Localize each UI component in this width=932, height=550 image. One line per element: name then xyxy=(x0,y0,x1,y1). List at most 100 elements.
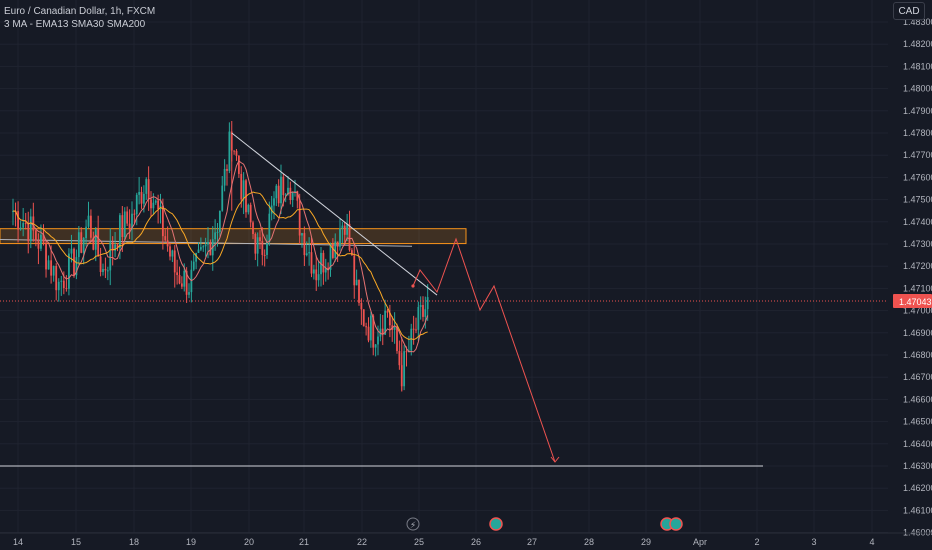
time-tick-label: 14 xyxy=(13,537,23,547)
price-tick-label: 1.47300 xyxy=(903,239,932,249)
candle-body xyxy=(405,351,408,353)
candle-body xyxy=(329,244,332,270)
candle-body xyxy=(75,257,78,276)
candle-body xyxy=(372,315,375,348)
candle-body xyxy=(207,242,209,245)
price-tick-label: 1.48300 xyxy=(903,17,932,27)
candle-body xyxy=(341,225,344,229)
candle-body xyxy=(322,252,325,273)
candle-body xyxy=(161,205,164,237)
candle-body xyxy=(310,252,313,274)
price-tick-label: 1.47600 xyxy=(903,172,932,182)
time-tick-label: 3 xyxy=(811,537,816,547)
candle-body xyxy=(417,306,420,330)
candle-body xyxy=(70,248,73,254)
candle-body xyxy=(140,191,143,204)
trendline xyxy=(231,132,438,296)
candle-body xyxy=(34,230,37,241)
candle-body xyxy=(106,270,109,272)
time-tick-label: Apr xyxy=(693,537,707,547)
price-tick-label: 1.46600 xyxy=(903,394,932,404)
candle-body xyxy=(55,266,58,291)
candle-body xyxy=(362,309,365,327)
indicators-legend[interactable]: 3 MA - EMA13 SMA30 SMA200 xyxy=(4,19,146,30)
price-tick-label: 1.46400 xyxy=(903,439,932,449)
time-tick-label: 29 xyxy=(641,537,651,547)
candle-body xyxy=(199,247,202,250)
time-tick-label: 20 xyxy=(244,537,254,547)
candle-body xyxy=(388,312,391,326)
candle-body xyxy=(94,228,97,250)
candle-body xyxy=(138,191,141,195)
candle-body xyxy=(324,267,327,273)
resistance-zone xyxy=(0,228,467,245)
time-tick-label: 15 xyxy=(71,537,81,547)
candle-body xyxy=(296,191,299,201)
candle-body xyxy=(65,288,68,290)
candle-body xyxy=(334,241,337,258)
candle-body xyxy=(131,213,133,230)
price-tick-label: 1.47100 xyxy=(903,283,932,293)
candle-body xyxy=(109,242,112,271)
grid xyxy=(0,0,888,534)
candle-body xyxy=(111,242,114,251)
time-tick-label: 2 xyxy=(754,537,759,547)
candle-body xyxy=(266,241,268,255)
candle-body xyxy=(135,194,138,215)
lightning-icon xyxy=(406,517,420,531)
sma30-line xyxy=(12,191,428,341)
candle-body xyxy=(52,266,55,276)
candle-body xyxy=(374,344,377,348)
current-price-label: 1.47043 xyxy=(899,297,932,307)
event-markers: ⚡ xyxy=(406,517,683,531)
candle-body xyxy=(381,328,384,335)
candle-body xyxy=(68,253,70,289)
candle-body xyxy=(317,274,320,281)
candle-body xyxy=(393,327,396,330)
price-tick-label: 1.48000 xyxy=(903,84,932,94)
currency-button[interactable]: CAD xyxy=(893,2,925,20)
projection-path xyxy=(412,237,556,463)
projection-arrowhead xyxy=(550,456,560,463)
candle-body xyxy=(369,315,372,341)
time-tick-label: 19 xyxy=(186,537,196,547)
time-tick-label: 26 xyxy=(471,537,481,547)
price-tick-label: 1.48200 xyxy=(903,39,932,49)
candle-body xyxy=(171,250,174,257)
candle-body xyxy=(17,211,19,230)
candle-body xyxy=(252,222,254,234)
candle-body xyxy=(360,302,363,310)
candle-body xyxy=(312,269,315,274)
price-tick-label: 1.48100 xyxy=(903,61,932,71)
candle-body xyxy=(254,233,257,254)
candle-body xyxy=(384,310,387,335)
candle-body xyxy=(188,292,190,295)
candle-body xyxy=(152,202,155,209)
candle-body xyxy=(60,280,63,282)
candle-body xyxy=(150,199,152,209)
time-tick-label: 4 xyxy=(869,537,874,547)
candle-body xyxy=(92,237,95,250)
candle-body xyxy=(209,242,212,256)
candle-body xyxy=(355,279,358,286)
candle-body xyxy=(142,193,145,204)
candle-body xyxy=(415,329,417,331)
candle-body xyxy=(45,242,47,270)
candle-body xyxy=(183,270,186,287)
candle-body xyxy=(367,326,370,341)
time-tick-label: 27 xyxy=(527,537,537,547)
time-axis: 14 15 18 19 20 21 22 25 26 27 28 29 Apr 2 3 4 xyxy=(13,537,875,547)
candle-body xyxy=(157,200,160,210)
candle-body xyxy=(223,168,226,186)
candle-body xyxy=(154,200,157,203)
candle-body xyxy=(268,213,271,242)
candle-body xyxy=(353,255,356,286)
candle-body xyxy=(336,241,339,247)
candle-body xyxy=(259,237,261,242)
candle-body xyxy=(19,227,22,230)
current-price-tag xyxy=(893,294,932,309)
ema13-line xyxy=(12,160,429,353)
candle-body xyxy=(123,211,126,238)
candle-body xyxy=(256,237,259,254)
